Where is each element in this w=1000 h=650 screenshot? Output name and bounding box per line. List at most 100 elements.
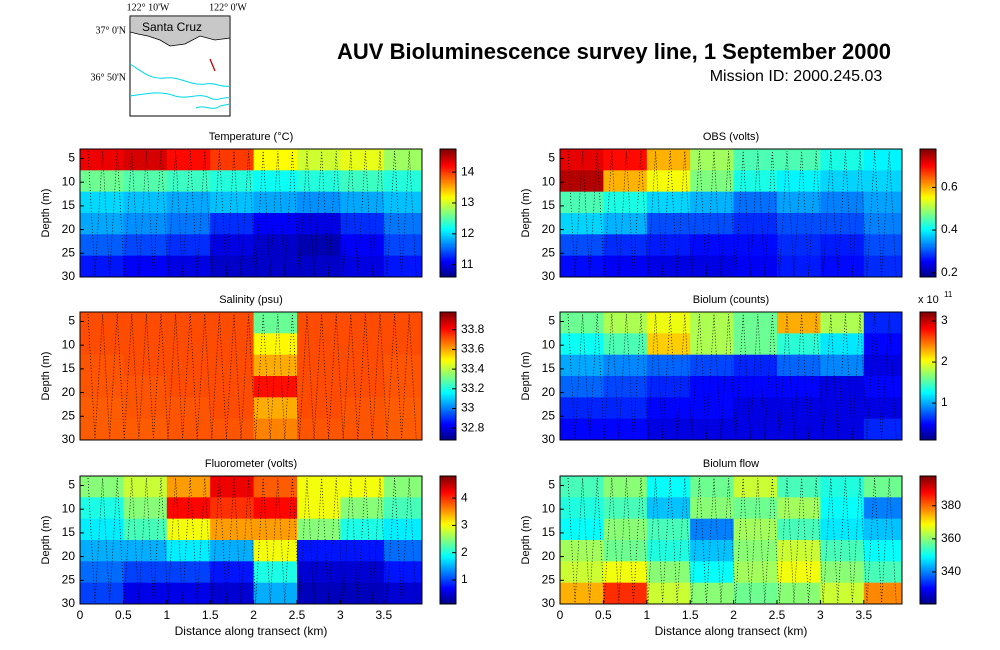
colorbar-segment bbox=[920, 590, 936, 593]
colorbar-segment bbox=[920, 380, 936, 383]
colorbar-segment bbox=[440, 159, 456, 162]
heatmap-cell bbox=[383, 191, 422, 214]
heatmap-cell bbox=[560, 354, 604, 377]
heatmap-cells bbox=[560, 312, 902, 440]
heatmap-cell bbox=[253, 213, 298, 235]
heatmap-cell bbox=[560, 170, 604, 193]
colorbar-segment bbox=[920, 169, 936, 172]
heatmap-cell bbox=[253, 582, 298, 604]
colorbar-segment bbox=[920, 344, 936, 347]
colorbar-segment bbox=[920, 326, 936, 329]
colorbar-segment bbox=[440, 600, 456, 603]
colorbar-segment bbox=[440, 267, 456, 270]
heatmap-cell bbox=[253, 376, 298, 398]
heatmap-cell bbox=[297, 561, 341, 584]
colorbar-segment bbox=[440, 434, 456, 437]
colorbar-segment bbox=[440, 590, 456, 593]
colorbar-segment bbox=[440, 344, 456, 347]
heatmap-cell bbox=[820, 149, 865, 171]
heatmap-cell bbox=[863, 312, 902, 334]
colorbar-segment bbox=[440, 193, 456, 196]
heatmap-cell bbox=[297, 582, 341, 604]
colorbar-segment bbox=[920, 235, 936, 238]
heatmap-cell bbox=[80, 376, 124, 398]
colorbar-segment bbox=[440, 189, 456, 192]
colorbar-segment bbox=[920, 374, 936, 377]
heatmap-cell bbox=[80, 255, 124, 277]
heatmap-cell bbox=[166, 418, 211, 440]
colorbar-segment bbox=[440, 500, 456, 503]
colorbar-segment bbox=[920, 594, 936, 597]
colorbar-segment bbox=[920, 173, 936, 176]
plot-frame bbox=[559, 311, 903, 441]
colorbar-segment bbox=[440, 412, 456, 415]
heatmap-cell bbox=[603, 582, 648, 604]
heatmap-cell bbox=[210, 234, 255, 257]
colorbar-segment bbox=[920, 388, 936, 391]
colorbar-segment bbox=[920, 524, 936, 527]
colorbar-tick-label: 13 bbox=[461, 195, 475, 209]
heatmap-cell bbox=[863, 149, 902, 171]
colorbar-segment bbox=[920, 370, 936, 373]
heatmap-cell bbox=[603, 333, 648, 356]
colorbar-segment bbox=[920, 233, 936, 236]
x-tick-label: 0 bbox=[557, 608, 564, 622]
y-tick-label: 5 bbox=[548, 478, 555, 492]
heatmap-cell bbox=[690, 540, 735, 562]
y-tick-label: 15 bbox=[542, 361, 556, 375]
heatmap-cell bbox=[80, 191, 124, 214]
heatmap-cell bbox=[80, 333, 124, 356]
colorbar-segment bbox=[440, 177, 456, 180]
heatmap-cell bbox=[80, 540, 124, 562]
colorbar-segment bbox=[920, 165, 936, 168]
colorbar-tick-label: 340 bbox=[941, 564, 961, 578]
colorbar-segment bbox=[440, 516, 456, 519]
heatmap-cell bbox=[646, 376, 691, 398]
colorbar-segment bbox=[440, 512, 456, 515]
y-axis-label: Depth (m) bbox=[520, 189, 532, 238]
heatmap-cell bbox=[690, 234, 735, 257]
colorbar-segment bbox=[440, 157, 456, 160]
colorbar-tick-label: 33.4 bbox=[461, 361, 485, 375]
colorbar-segment bbox=[440, 488, 456, 491]
colorbar-frame bbox=[919, 475, 937, 605]
colorbar-segment bbox=[440, 548, 456, 551]
heatmap-cell bbox=[166, 149, 211, 171]
heatmap-cell bbox=[733, 312, 778, 334]
colorbar-segment bbox=[440, 229, 456, 232]
colorbar-frame bbox=[439, 475, 457, 605]
colorbar-segment bbox=[920, 394, 936, 397]
y-tick-label: 25 bbox=[542, 572, 556, 586]
heatmap-cell bbox=[863, 518, 902, 541]
colorbar-segment bbox=[920, 151, 936, 154]
heatmap-cell bbox=[297, 397, 341, 420]
colorbar-segment bbox=[440, 263, 456, 266]
colorbar-tick-label: 2 bbox=[941, 354, 948, 368]
map-lon-label: 122° 10'W bbox=[127, 2, 170, 13]
colorbar-frame bbox=[919, 148, 937, 278]
colorbar-segment bbox=[920, 410, 936, 413]
heatmap-cell bbox=[646, 561, 691, 584]
colorbar-segment bbox=[440, 510, 456, 513]
heatmap-cell bbox=[733, 518, 778, 541]
colorbar-segment bbox=[440, 231, 456, 234]
colorbar-segment bbox=[440, 410, 456, 413]
heatmap-cell bbox=[777, 255, 821, 277]
heatmap-cell bbox=[863, 170, 902, 193]
colorbar-segment bbox=[440, 536, 456, 539]
colorbar-segment bbox=[920, 492, 936, 495]
colorbar-segment bbox=[440, 562, 456, 565]
heatmap-cell bbox=[820, 540, 865, 562]
colorbar-segment bbox=[440, 520, 456, 523]
heatmap-cell bbox=[733, 497, 778, 520]
heatmap-cell bbox=[166, 397, 211, 420]
colorbar-segment bbox=[440, 398, 456, 401]
colorbar-segment bbox=[440, 542, 456, 545]
colorbar-segment bbox=[920, 528, 936, 531]
colorbar-segment bbox=[440, 388, 456, 391]
y-tick-label: 10 bbox=[542, 501, 556, 515]
colorbar-segment bbox=[920, 570, 936, 573]
heatmap-cell bbox=[603, 561, 648, 584]
colorbar-segment bbox=[440, 432, 456, 435]
